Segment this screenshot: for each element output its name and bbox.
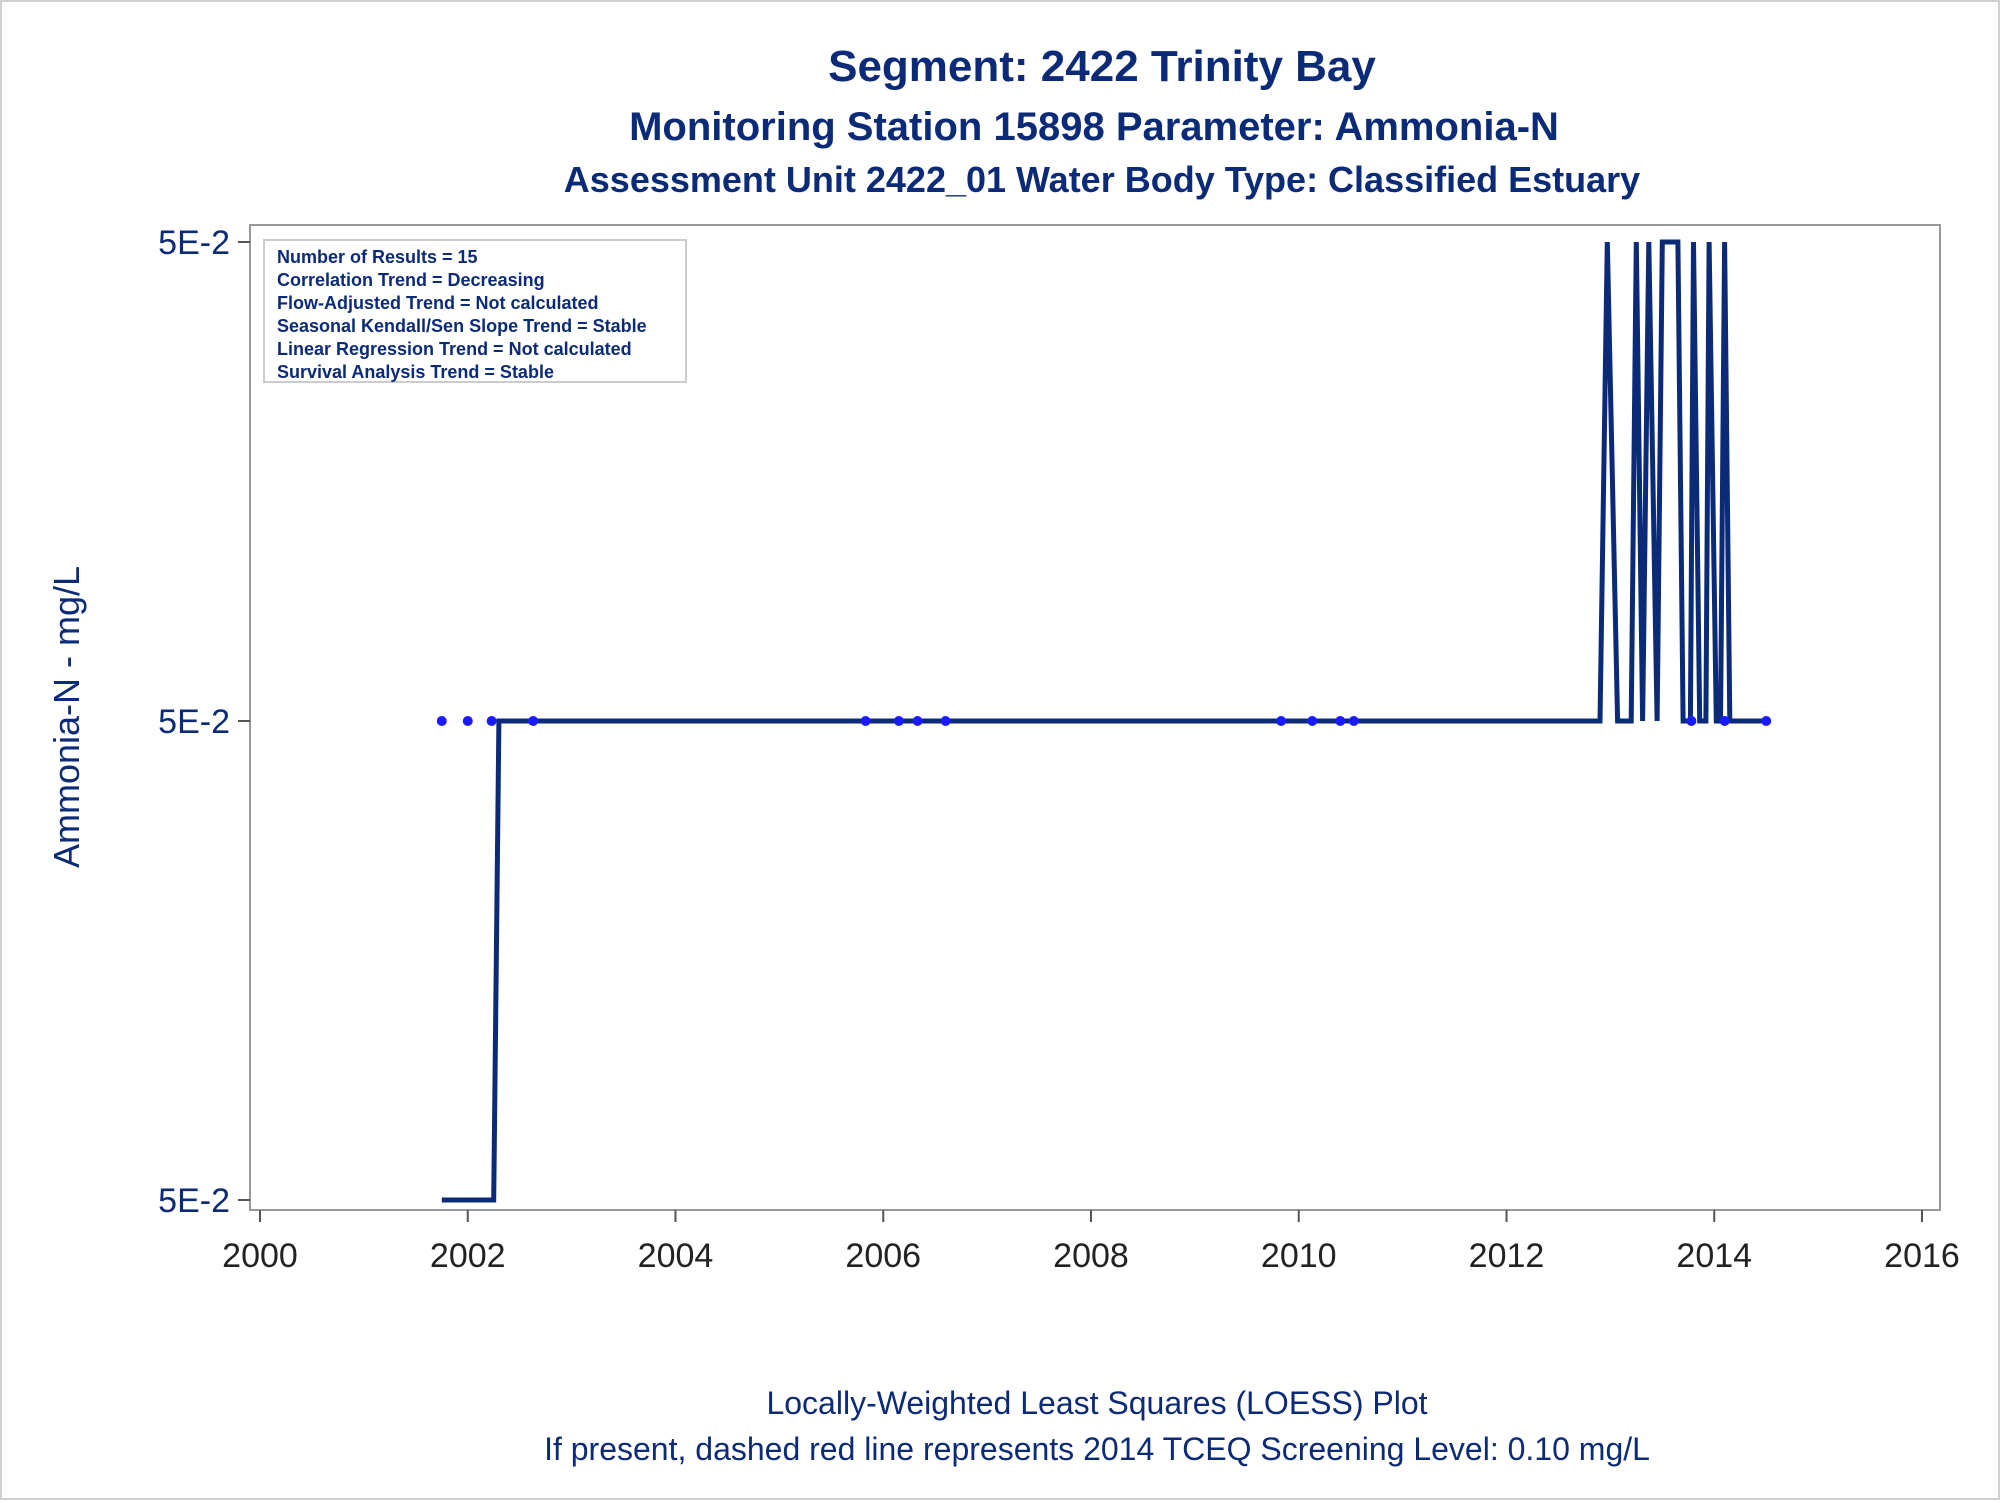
stats-box-lines: Number of Results = 15 Correlation Trend … <box>277 247 647 382</box>
data-point <box>486 716 497 726</box>
data-point <box>1307 716 1318 726</box>
stats-line: Seasonal Kendall/Sen Slope Trend = Stabl… <box>277 316 647 336</box>
x-tick-label: 2002 <box>430 1237 506 1275</box>
x-tick-label: 2012 <box>1469 1237 1545 1275</box>
data-point <box>1276 716 1287 726</box>
y-tick-label: 5E-2 <box>158 703 230 741</box>
data-point <box>1686 716 1697 726</box>
data-point <box>860 716 871 726</box>
footnote-loess: Locally-Weighted Least Squares (LOESS) P… <box>766 1385 1427 1421</box>
data-point <box>1761 716 1772 726</box>
y-axis-label: Ammonia-N - mg/L <box>46 566 87 868</box>
chart-subtitle: Monitoring Station 15898 Parameter: Ammo… <box>629 105 1559 149</box>
chart-subtitle-2: Assessment Unit 2422_01 Water Body Type:… <box>564 159 1640 200</box>
stats-line: Correlation Trend = Decreasing <box>277 270 545 290</box>
x-tick-label: 2000 <box>222 1237 298 1275</box>
data-point <box>1335 716 1346 726</box>
data-points-layer <box>436 716 1772 726</box>
y-tick-label: 5E-2 <box>158 224 230 262</box>
stats-line: Linear Regression Trend = Not calculated <box>277 339 632 359</box>
stats-line: Flow-Adjusted Trend = Not calculated <box>277 293 599 313</box>
data-point <box>1719 716 1730 726</box>
footnote-screening-level: If present, dashed red line represents 2… <box>544 1431 1650 1467</box>
data-point <box>462 716 473 726</box>
x-tick-label: 2008 <box>1053 1237 1129 1275</box>
x-tick-label: 2014 <box>1676 1237 1752 1275</box>
axis-ticks: 2000 2002 2004 2006 2008 2010 2012 2014 2016 5E-2… <box>158 224 1960 1275</box>
data-point <box>528 716 539 726</box>
stats-line: Number of Results = 15 <box>277 247 478 267</box>
chart-title: Segment: 2422 Trinity Bay <box>828 42 1376 91</box>
loess-line <box>441 239 1767 1203</box>
loess-line-layer <box>441 239 1767 1203</box>
data-point <box>940 716 951 726</box>
y-tick-label: 5E-2 <box>158 1182 230 1220</box>
stats-box <box>263 239 687 383</box>
data-point <box>912 716 923 726</box>
x-tick-label: 2016 <box>1884 1237 1960 1275</box>
data-point <box>1348 716 1359 726</box>
data-point <box>893 716 904 726</box>
data-point <box>436 716 447 726</box>
x-tick-label: 2010 <box>1261 1237 1337 1275</box>
stats-line: Survival Analysis Trend = Stable <box>277 362 554 382</box>
x-tick-label: 2006 <box>845 1237 921 1275</box>
x-tick-label: 2004 <box>638 1237 714 1275</box>
